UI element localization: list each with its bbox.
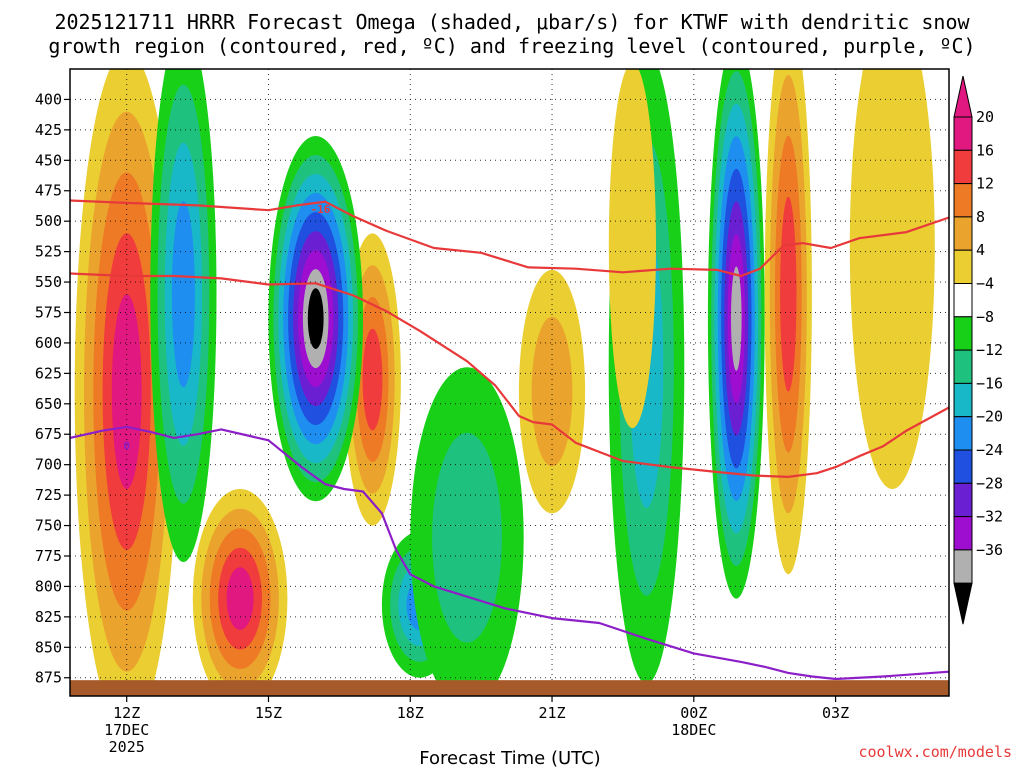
plot-frame — [69, 68, 950, 697]
y-tick-label-475: 475 — [35, 182, 62, 200]
y-tick-label-425: 425 — [35, 121, 62, 139]
contour-label-0: -16 — [311, 203, 331, 216]
x-axis-label: Forecast Time (UTC) — [419, 748, 600, 768]
x-tick-label-15Z: 15Z — [255, 704, 282, 722]
omega-cell-6-level-1 — [432, 432, 502, 643]
dendritic-growth-bottom-contour — [70, 272, 949, 478]
colorbar-box-4 — [953, 249, 973, 284]
y-tick-label-625: 625 — [35, 364, 62, 382]
omega-cell-2-level-3 — [362, 328, 383, 431]
y-tick-label-875: 875 — [35, 669, 62, 687]
y-tick-label-700: 700 — [35, 456, 62, 474]
x-tick-label-21Z: 21Z — [538, 704, 565, 722]
x-tick-label-00Z: 00Z — [680, 704, 707, 722]
contour-label-1: 0 — [123, 439, 130, 452]
colorbar-box-9 — [953, 416, 973, 451]
colorbar-label-7: −12 — [976, 341, 1003, 359]
x-date-label-12Z: 17DEC — [104, 721, 149, 739]
x-tick-label-18Z: 18Z — [397, 704, 424, 722]
colorbar-label-0: 20 — [976, 108, 994, 126]
colorbar-box-6 — [953, 316, 973, 351]
colorbar-bottom-arrow — [953, 582, 973, 625]
y-tick-label-675: 675 — [35, 425, 62, 443]
colorbar-top-arrow — [953, 75, 973, 118]
y-tick-label-850: 850 — [35, 638, 62, 656]
omega-cell-1-level-4 — [226, 567, 254, 630]
freezing-level-contour — [70, 425, 949, 681]
colorbar-label-8: −16 — [976, 374, 1003, 392]
x-year-label-12Z: 2025 — [109, 738, 145, 756]
contour-layer: -16 0 — [70, 199, 949, 681]
omega-cell-7-level-1 — [531, 316, 573, 467]
y-tick-label-750: 750 — [35, 517, 62, 535]
colorbar-box-5 — [953, 283, 973, 318]
colorbar-box-3 — [953, 216, 973, 251]
y-tick-label-725: 725 — [35, 486, 62, 504]
colorbar-box-11 — [953, 482, 973, 518]
colorbar-box-2 — [953, 183, 973, 218]
colorbar-label-9: −20 — [976, 408, 1003, 426]
y-tick-label-775: 775 — [35, 547, 62, 565]
colorbar-label-3: 8 — [976, 208, 985, 226]
chart-title-line2: growth region (contoured, red, ºC) and f… — [48, 34, 975, 58]
y-tick-label-800: 800 — [35, 577, 62, 595]
omega-cell-9-level-0 — [608, 69, 656, 429]
colorbar-label-13: −36 — [976, 541, 1003, 559]
ground-terrain — [70, 680, 949, 696]
y-tick-label-650: 650 — [35, 395, 62, 413]
y-axis: 400 425 450 475 500 525 550 575 600 625 650 675 700 7… — [35, 90, 70, 687]
y-tick-label-450: 450 — [35, 151, 62, 169]
y-tick-label-600: 600 — [35, 334, 62, 352]
colorbar-label-1: 16 — [976, 141, 994, 159]
y-tick-label-825: 825 — [35, 608, 62, 626]
x-tick-label-12Z: 12Z — [113, 704, 140, 722]
colorbar-label-11: −28 — [976, 474, 1003, 492]
y-tick-label-500: 500 — [35, 212, 62, 230]
omega-cell-11-level-3 — [780, 196, 797, 392]
colorbar-box-8 — [953, 382, 973, 418]
credit-text: coolwx.com/models — [858, 743, 1012, 761]
omega-cell-10-level-7 — [731, 266, 742, 371]
colorbar-label-4: 4 — [976, 241, 985, 259]
colorbar-box-7 — [953, 349, 973, 384]
y-tick-label-550: 550 — [35, 273, 62, 291]
colorbar-label-12: −32 — [976, 508, 1003, 526]
colorbar-label-2: 12 — [976, 175, 994, 193]
y-tick-label-400: 400 — [35, 90, 62, 108]
dendritic-growth-top-contour — [70, 199, 949, 278]
colorbar-box-0 — [953, 116, 973, 151]
x-date-label-00Z: 18DEC — [671, 721, 716, 739]
colorbar-box-1 — [953, 149, 973, 185]
y-tick-label-525: 525 — [35, 243, 62, 261]
colorbar-label-5: −4 — [976, 275, 994, 293]
colorbar-box-13 — [953, 549, 973, 584]
omega-cell-0-level-4 — [111, 294, 142, 489]
colorbar-box-10 — [953, 449, 973, 484]
colorbar: 20 16 12 8 4 −4 −8 −12 −16 −20 −24 −28 −32 −36 — [953, 75, 1003, 625]
omega-cell-4-level-3 — [171, 201, 195, 388]
colorbar-box-12 — [953, 516, 973, 551]
y-tick-label-575: 575 — [35, 303, 62, 321]
colorbar-label-6: −8 — [976, 308, 994, 326]
x-tick-label-03Z: 03Z — [822, 704, 849, 722]
colorbar-label-10: −24 — [976, 441, 1003, 459]
omega-cell-12-level-0 — [849, 69, 935, 489]
omega-cell-3-level-8 — [307, 288, 324, 349]
chart-title-line1: 2025121711 HRRR Forecast Omega (shaded, … — [54, 10, 970, 34]
